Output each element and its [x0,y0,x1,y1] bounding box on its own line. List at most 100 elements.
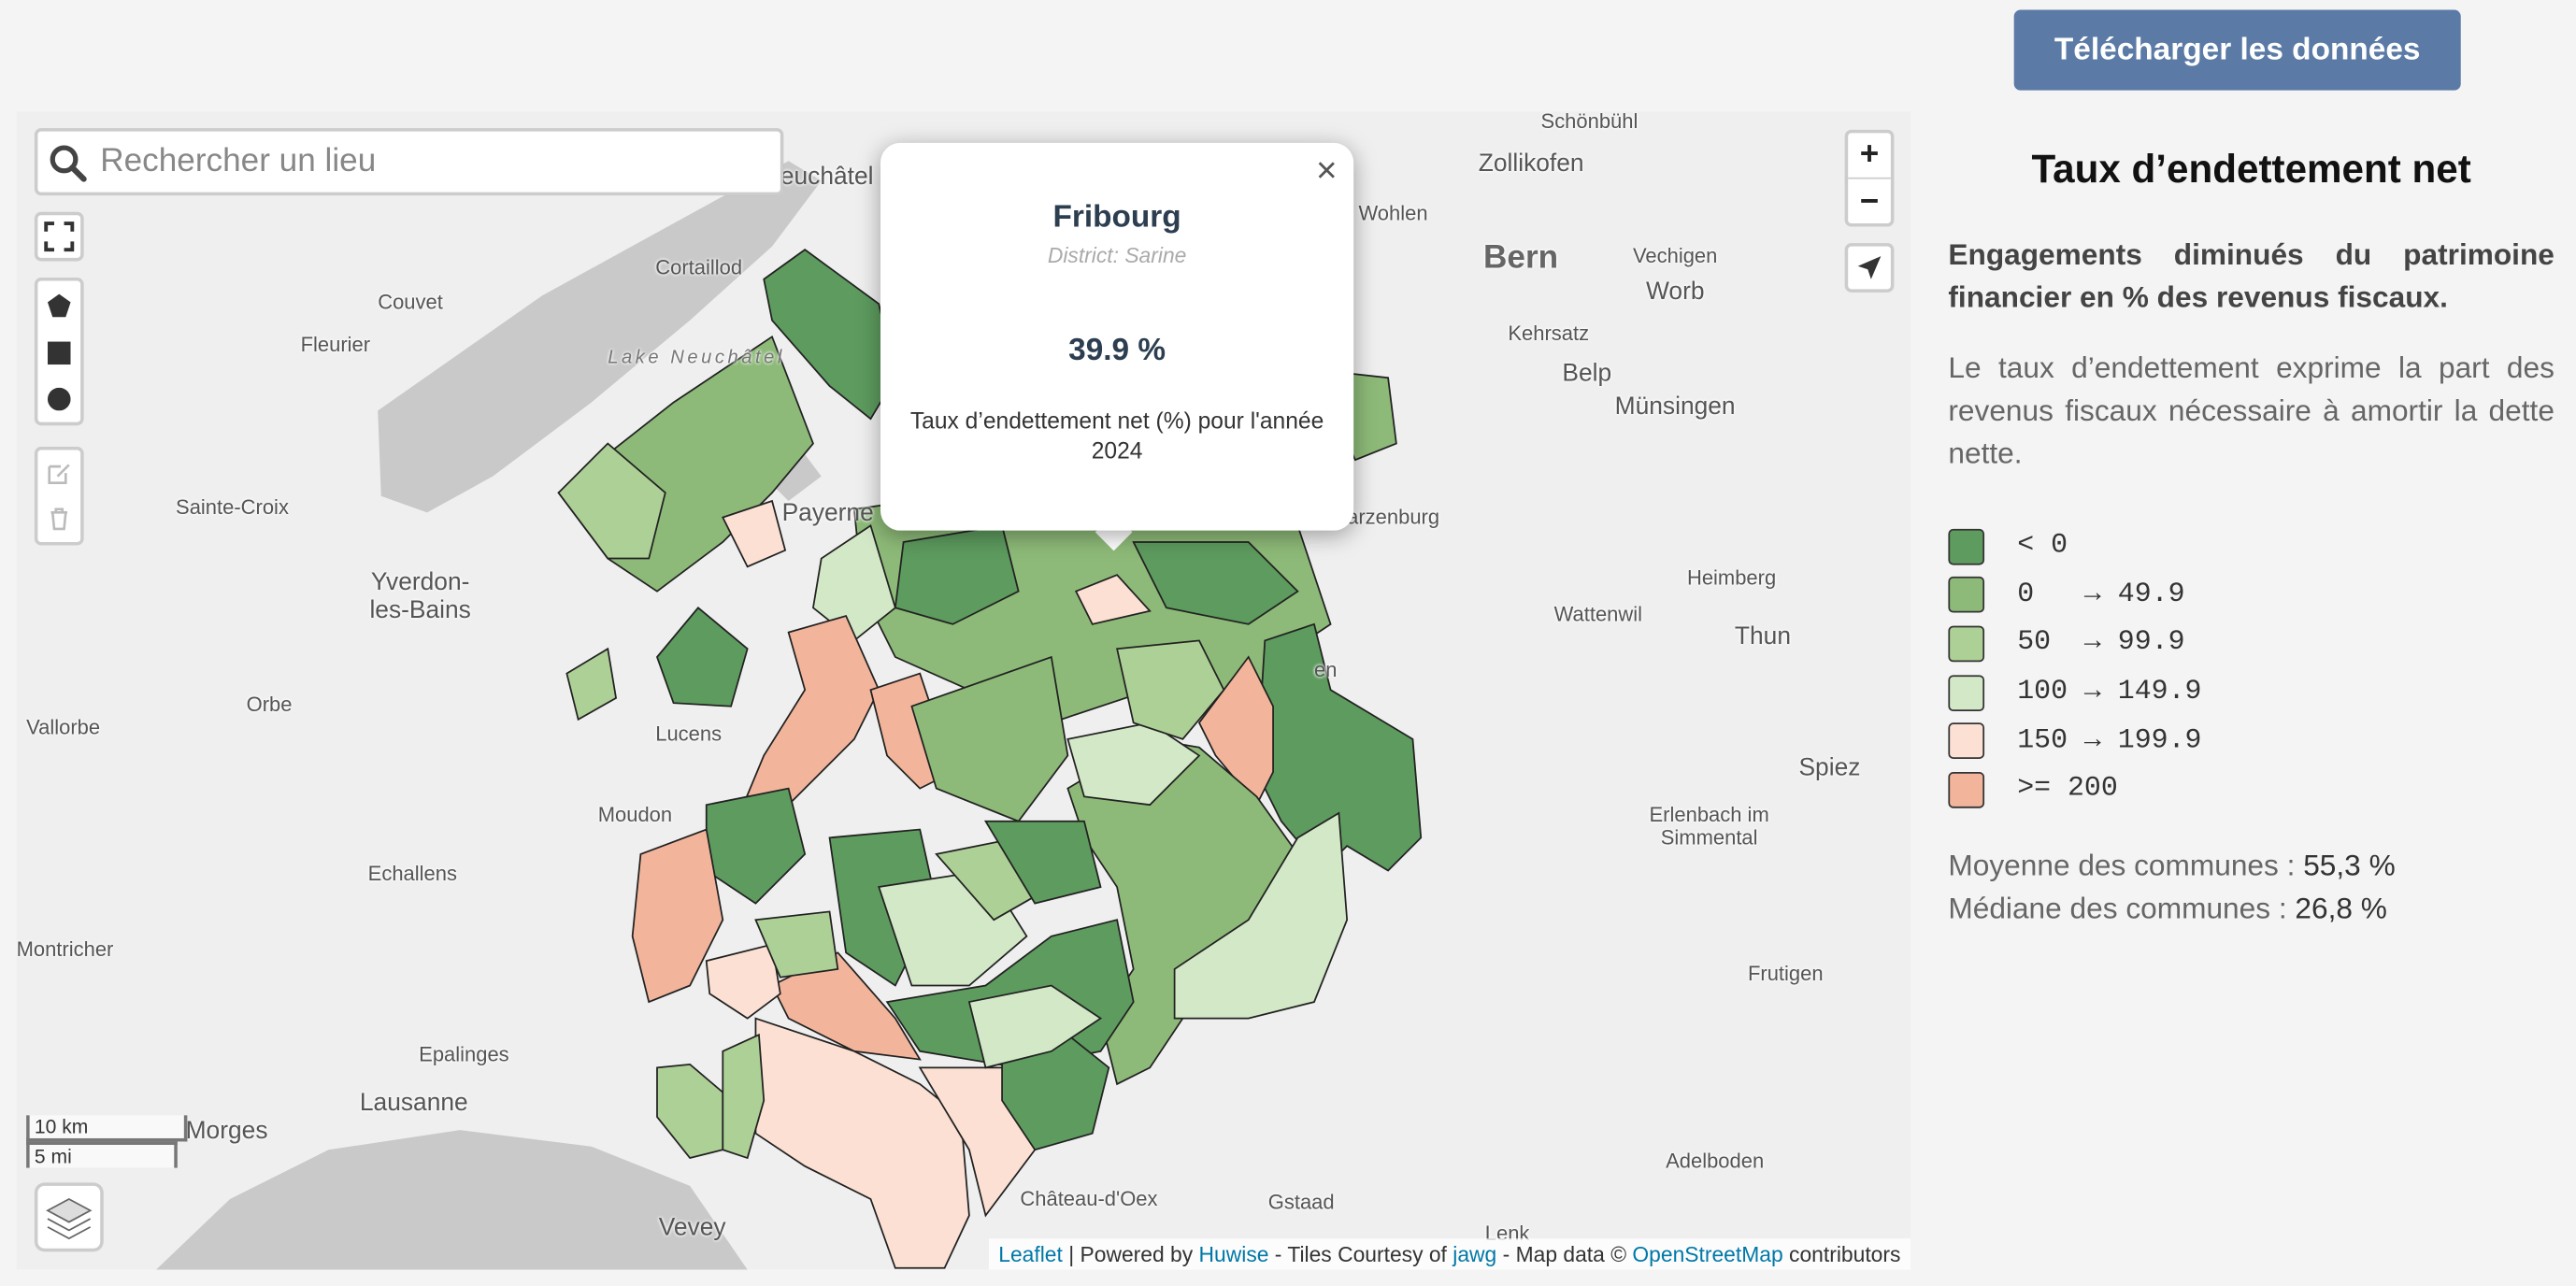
popup-subtitle: District: Sarine [1047,243,1187,268]
stat-value: 55,3 % [2303,849,2396,882]
popup-title: Fribourg [1052,200,1181,236]
popup-value: 39.9 % [1068,333,1166,368]
locate-button[interactable] [1844,243,1895,293]
locate-icon [1857,256,1882,279]
lake [155,1130,748,1270]
commune [705,943,781,1020]
place-label: Château-d'Oex [1020,1187,1158,1211]
attribution-link[interactable]: jawg [1453,1241,1497,1267]
legend-swatch [1948,771,1985,808]
commune [1132,541,1299,625]
attribution-link[interactable]: Huwise [1198,1241,1269,1267]
place-label: Frutigen [1747,962,1824,986]
attribution-text: - Tiles Courtesy of [1268,1241,1453,1267]
zoom-control: + − [1844,129,1895,227]
legend-swatch [1948,674,1985,711]
commune [722,1033,766,1160]
commune [812,524,896,642]
place-label: Münsingen [1614,393,1736,421]
fullscreen-button[interactable] [34,211,84,262]
attribution: Leaflet | Powered by Huwise - Tiles Cour… [988,1238,1911,1270]
attribution-link[interactable]: Leaflet [998,1241,1063,1267]
place-label: Epalinges [419,1043,509,1066]
commune [557,442,666,560]
commune [1074,574,1152,625]
place-label: Moudon [597,803,673,827]
place-label: Bern [1483,239,1559,277]
draw-circle[interactable] [47,387,71,411]
commune [1066,722,1201,807]
commune [705,787,807,905]
delete-layers[interactable] [48,507,71,531]
download-button[interactable]: Télécharger les données [2013,9,2461,91]
edit-layers[interactable] [48,462,71,485]
attribution-link[interactable]: OpenStreetMap [1632,1241,1783,1267]
search-box[interactable]: Rechercher un lieu [34,128,784,196]
place-label: en [1314,658,1338,682]
edit-toolbar [34,447,84,546]
place-label: euchâtel [780,162,874,191]
panel-lead: Engagements diminués du patrimoine finan… [1948,237,2555,314]
draw-rectangle[interactable] [47,341,71,365]
stats: Moyenne des communes : 55,3 % Médiane des… [1948,844,2395,929]
place-label: Gstaad [1267,1191,1335,1214]
popup-close[interactable]: × [1316,149,1338,191]
commune [1173,811,1349,1020]
legend-swatch [1948,722,1985,760]
layers-button[interactable] [34,1182,104,1252]
popup: × Fribourg District: Sarine 39.9 % Taux … [880,142,1354,531]
place-label: Montricher [16,937,114,962]
commune [656,607,749,707]
map[interactable]: Schönbühl Zollikofen euchâtel Wohlen Bern Vec… [16,111,1911,1270]
legend-label: 0 → 49.9 [2017,579,2185,611]
stat-label: Moyenne des communes : [1948,849,2304,882]
attribution-text: - Map data © [1496,1241,1633,1267]
stat-row: Moyenne des communes : 55,3 % [1948,844,2395,887]
zoom-in[interactable]: + [1848,132,1891,179]
legend-label: 150 → 199.9 [2017,725,2202,757]
place-label: Yverdon- les-Bains [369,568,471,623]
panel-text: Le taux d’endettement exprime la part de… [1948,351,2555,470]
place-label: Couvet [378,291,443,314]
place-label: Lake Neuchâtel [608,348,785,368]
place-label: Wohlen [1358,202,1428,225]
zoom-out[interactable]: − [1859,183,1880,221]
place-label: Schönbühl [1540,111,1639,134]
stat-label: Médiane des communes : [1948,892,2296,925]
place-label: Erlenbach im Simmental [1649,803,1769,850]
legend-row: >= 200 [1948,765,2201,814]
place-label: Cortaillod [655,256,743,279]
legend-row: < 0 [1948,522,2201,571]
legend-label: 50 → 99.9 [2017,628,2185,660]
place-label: Lausanne [359,1089,468,1118]
legend-row: 150 → 199.9 [1948,717,2201,765]
draw-toolbar [34,278,84,426]
map-layer [155,161,1423,1270]
commune [1197,655,1274,807]
commune [770,951,922,1061]
commune [722,499,787,568]
place-label: Spiez [1798,753,1861,782]
layers-icon [46,1197,93,1240]
commune [1255,622,1423,872]
commune [967,984,1103,1069]
legend-label: >= 200 [2017,774,2118,806]
scale-bar: 10 km 5 mi [26,1115,188,1168]
panel-title: Taux d’endettement net [2031,148,2471,193]
place-label: Belp [1562,359,1612,388]
place-label: Vallorbe [26,716,101,739]
draw-polygon[interactable] [46,293,72,319]
place-label: Echallens [367,862,457,886]
place-label: Orbe [246,693,293,717]
search-placeholder: Rechercher un lieu [100,142,377,179]
legend-swatch [1948,577,1985,614]
legend-swatch [1948,625,1985,663]
popup-description: Taux d’endettement net (%) pour l'année … [909,407,1324,464]
commune [754,1017,970,1269]
legend-row: 50 → 99.9 [1948,620,2201,668]
place-label: Worb [1646,278,1705,306]
fullscreen-icon [44,221,75,252]
legend-row: 0 → 49.9 [1948,571,2201,620]
